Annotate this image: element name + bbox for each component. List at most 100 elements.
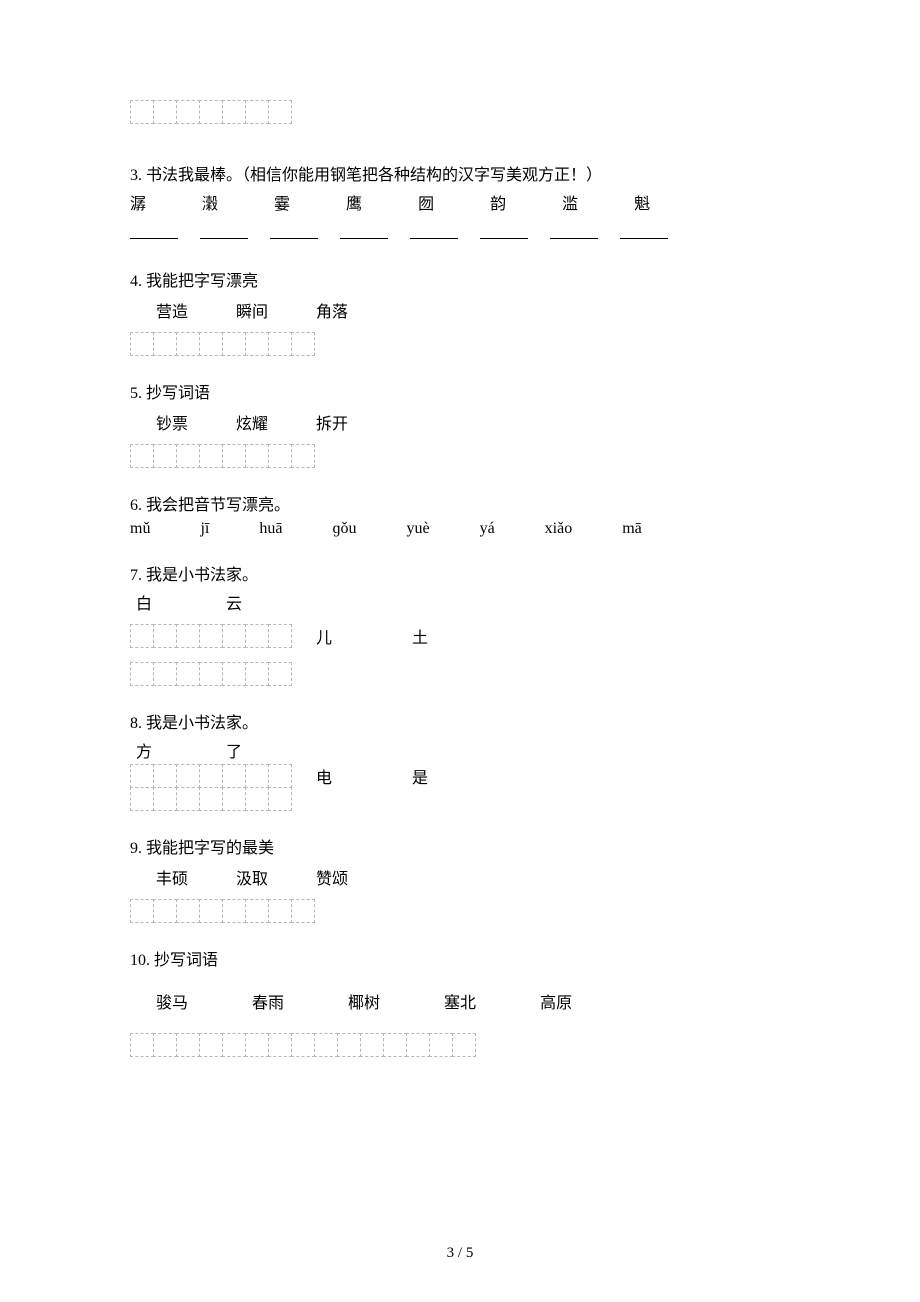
- grid-cell: [199, 787, 223, 811]
- grid-cell: [406, 1033, 430, 1057]
- grid-cell: [268, 764, 292, 788]
- grid-cell: [130, 624, 154, 648]
- question-6: 6. 我会把音节写漂亮。 mǔjīhuāɡǒuyuèyáxiǎomā: [130, 494, 790, 538]
- grid-cell: [291, 899, 315, 923]
- grid-cell: [153, 787, 177, 811]
- q10-words: 骏马 春雨 椰树 塞北 高原: [130, 989, 790, 1013]
- item: 椰树: [348, 995, 380, 1012]
- grid-cell: [268, 624, 292, 648]
- grid-cell: [176, 332, 200, 356]
- grid-cell: [314, 1033, 338, 1057]
- question-10: 10. 抄写词语 骏马春雨椰树塞北高原: [130, 949, 790, 1057]
- question-8: 8. 我是小书法家。 方 了 电是: [130, 712, 790, 811]
- grid-cell: [130, 332, 154, 356]
- grid-cell: [130, 764, 154, 788]
- q5-words: 钞票 炫耀 拆开: [130, 410, 790, 434]
- grid-cell: [153, 1033, 177, 1057]
- item: 塞北: [444, 995, 476, 1012]
- grid-cell: [360, 1033, 384, 1057]
- question-7: 7. 我是小书法家。 白 云 儿土: [130, 564, 790, 686]
- q9-words: 丰硕汲取赞颂: [130, 865, 790, 889]
- question-4: 4. 我能把字写漂亮 营造瞬间角落: [130, 270, 790, 356]
- item: 高原: [540, 995, 572, 1012]
- item: 营造: [156, 304, 188, 321]
- grid-cell: [383, 1033, 407, 1057]
- grid-cell: [176, 662, 200, 686]
- q4-title: 4. 我能把字写漂亮: [130, 270, 790, 294]
- item: 炫耀: [236, 416, 268, 433]
- grid-cell: [268, 444, 292, 468]
- item: 潺: [130, 190, 146, 214]
- q7-char-1: 白: [136, 590, 152, 614]
- grid-cell: [268, 100, 292, 124]
- grid-cell: [291, 332, 315, 356]
- grid-cell: [130, 899, 154, 923]
- grid-cell: [222, 1033, 246, 1057]
- item: yuè: [406, 520, 429, 538]
- grid-cell: [222, 787, 246, 811]
- item: 囫: [418, 190, 434, 214]
- item: 钞票: [156, 416, 188, 433]
- item: 瀔: [202, 190, 218, 214]
- grid-cell: [245, 787, 269, 811]
- item: 韵: [490, 190, 506, 214]
- question-9: 9. 我能把字写的最美 丰硕汲取赞颂: [130, 837, 790, 923]
- q8-title: 8. 我是小书法家。: [130, 712, 790, 736]
- item: 滥: [562, 190, 578, 214]
- grid-cell: [153, 662, 177, 686]
- q7-title: 7. 我是小书法家。: [130, 564, 790, 588]
- grid-cell: [268, 332, 292, 356]
- writing-grid-q8b: [130, 787, 790, 811]
- item: jī: [200, 520, 209, 538]
- item: ɡǒu: [332, 520, 356, 538]
- q6-title: 6. 我会把音节写漂亮。: [130, 494, 790, 518]
- grid-cell: [176, 444, 200, 468]
- item: 春雨: [252, 995, 284, 1012]
- writing-grid-q7a: 儿土: [130, 624, 790, 648]
- grid-cell: [245, 332, 269, 356]
- grid-cell: [268, 899, 292, 923]
- grid-cell: [222, 662, 246, 686]
- q8-char-2: 了: [226, 738, 242, 762]
- item: 瞬间: [236, 304, 268, 321]
- q3-chars: 潺瀔霎鹰囫韵滥魁: [130, 190, 790, 214]
- blank-line: [130, 220, 178, 239]
- grid-cell: [153, 100, 177, 124]
- q8-char-1: 方: [136, 738, 152, 762]
- trailing-char: 土: [412, 624, 428, 648]
- grid-cell: [245, 899, 269, 923]
- grid-cell: [176, 624, 200, 648]
- grid-cell: [130, 100, 154, 124]
- trailing-char: 电: [316, 764, 332, 788]
- grid-cell: [245, 100, 269, 124]
- grid-cell: [222, 100, 246, 124]
- item: 拆开: [316, 416, 348, 433]
- grid-cell: [130, 662, 154, 686]
- grid-cell: [176, 764, 200, 788]
- page: 3. 书法我最棒。（相信你能用钢笔把各种结构的汉字写美观方正！） 潺瀔霎鹰囫韵滥…: [0, 0, 920, 1302]
- grid-cell: [222, 332, 246, 356]
- blank-line: [620, 220, 668, 239]
- item: mǔ: [130, 520, 150, 538]
- writing-grid-q5: [130, 444, 790, 468]
- item: 魁: [634, 190, 650, 214]
- blank-line: [480, 220, 528, 239]
- blank-line: [270, 220, 318, 239]
- grid-cell: [429, 1033, 453, 1057]
- grid-cell: [222, 444, 246, 468]
- grid-cell: [199, 624, 223, 648]
- grid-cell: [153, 899, 177, 923]
- blank-line: [410, 220, 458, 239]
- q8-top-chars: 方 了: [130, 738, 790, 762]
- trailing-char: 儿: [316, 624, 332, 648]
- question-3: 3. 书法我最棒。（相信你能用钢笔把各种结构的汉字写美观方正！） 潺瀔霎鹰囫韵滥…: [130, 164, 790, 244]
- q3-title: 3. 书法我最棒。（相信你能用钢笔把各种结构的汉字写美观方正！）: [130, 164, 790, 188]
- grid-cell: [176, 787, 200, 811]
- grid-cell: [222, 764, 246, 788]
- item: 骏马: [156, 995, 188, 1012]
- q9-title: 9. 我能把字写的最美: [130, 837, 790, 861]
- q3-blanks: [130, 220, 790, 244]
- item: 汲取: [236, 871, 268, 888]
- item: xiǎo: [545, 520, 573, 538]
- grid-cell: [199, 1033, 223, 1057]
